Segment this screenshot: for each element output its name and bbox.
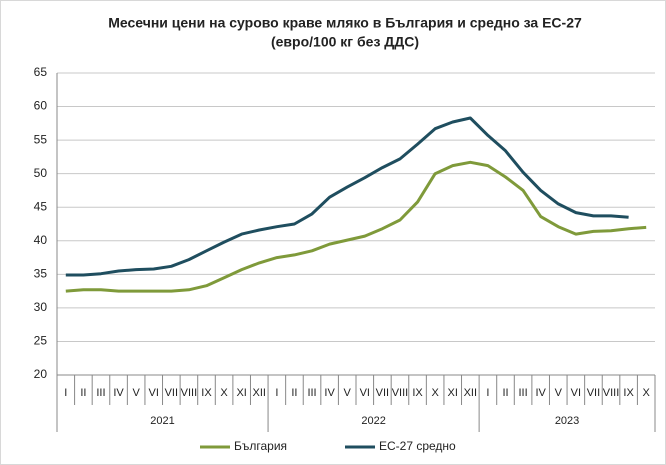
- x-tick-label: IV: [113, 387, 124, 399]
- x-tick-label: XI: [236, 387, 246, 399]
- y-tick-label: 35: [34, 267, 48, 281]
- x-tick-label: V: [555, 387, 563, 399]
- series-line: [65, 160, 647, 293]
- y-tick-label: 65: [34, 65, 48, 79]
- x-tick-label: II: [291, 387, 297, 399]
- x-group-label: 2022: [361, 415, 385, 427]
- legend-label: ЕС-27 средно: [379, 439, 456, 453]
- x-tick-label: V: [132, 387, 140, 399]
- x-tick-label: I: [64, 387, 67, 399]
- y-tick-label: 40: [34, 233, 48, 247]
- x-tick-label: VI: [149, 387, 159, 399]
- series-line: [65, 116, 629, 277]
- y-tick-label: 55: [34, 132, 48, 146]
- x-tick-label: III: [96, 387, 105, 399]
- x-tick-label: VIII: [181, 387, 198, 399]
- x-tick-label: II: [502, 387, 508, 399]
- x-tick-label: X: [643, 387, 651, 399]
- x-group-label: 2021: [150, 415, 174, 427]
- x-tick-label: IX: [623, 387, 634, 399]
- x-tick-label: X: [220, 387, 228, 399]
- y-tick-label: 20: [34, 367, 48, 381]
- x-tick-label: X: [431, 387, 439, 399]
- y-tick-label: 60: [34, 99, 48, 113]
- x-tick-label: IV: [324, 387, 335, 399]
- chart-subtitle: (евро/100 кг без ДДС): [271, 34, 419, 50]
- x-tick-label: XII: [253, 387, 266, 399]
- x-tick-label: IV: [535, 387, 546, 399]
- x-tick-label: VIII: [392, 387, 409, 399]
- legend-label: България: [234, 439, 287, 453]
- x-tick-label: XII: [464, 387, 477, 399]
- x-group-label: 2023: [555, 415, 579, 427]
- x-tick-label: VII: [376, 387, 389, 399]
- x-tick-label: VI: [360, 387, 370, 399]
- x-tick-label: V: [344, 387, 352, 399]
- y-tick-label: 50: [34, 166, 48, 180]
- y-tick-label: 25: [34, 334, 48, 348]
- x-tick-label: VIII: [603, 387, 620, 399]
- x-tick-label: IX: [201, 387, 212, 399]
- x-tick-label: VII: [587, 387, 600, 399]
- x-tick-label: VI: [571, 387, 581, 399]
- x-tick-label: III: [307, 387, 316, 399]
- x-tick-label: XI: [448, 387, 458, 399]
- y-tick-label: 30: [34, 300, 48, 314]
- y-tick-label: 45: [34, 199, 48, 213]
- x-tick-label: I: [486, 387, 489, 399]
- x-tick-label: VII: [165, 387, 178, 399]
- x-tick-label: IX: [412, 387, 423, 399]
- chart-title: Месечни цени на сурово краве мляко в Бъл…: [108, 15, 582, 31]
- x-tick-label: II: [80, 387, 86, 399]
- x-tick-label: III: [519, 387, 528, 399]
- x-tick-label: I: [275, 387, 278, 399]
